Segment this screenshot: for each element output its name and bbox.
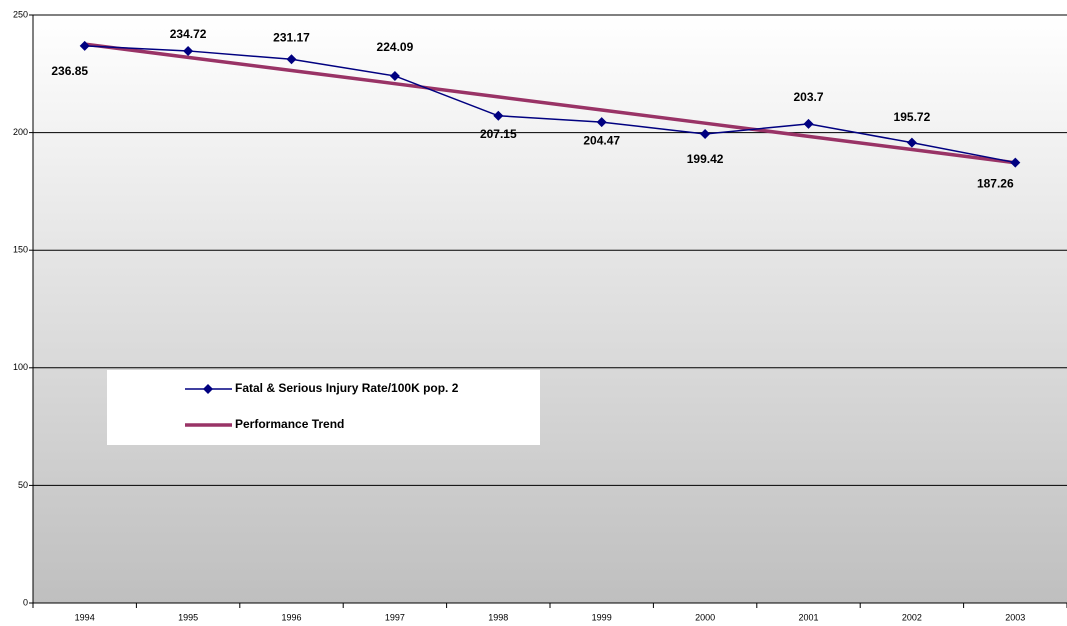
marker — [906, 137, 917, 148]
marker — [700, 128, 711, 139]
data-label: 195.72 — [894, 110, 931, 124]
y-tick-label: 100 — [13, 362, 28, 372]
data-label: 224.09 — [377, 40, 414, 54]
data-label: 204.47 — [583, 133, 620, 147]
y-tick-label: 50 — [18, 480, 28, 490]
data-label: 199.42 — [687, 152, 724, 166]
data-label: 187.26 — [977, 177, 1014, 191]
legend-marker — [203, 384, 213, 394]
legend-label: Performance Trend — [235, 417, 344, 431]
x-tick-label: 1995 — [178, 612, 198, 622]
x-tick-label: 2000 — [695, 612, 715, 622]
x-tick-label: 2001 — [798, 612, 818, 622]
trend-line — [84, 42, 1016, 165]
data-label: 236.85 — [51, 64, 88, 78]
x-tick-label: 1999 — [592, 612, 612, 622]
marker — [286, 54, 297, 65]
marker — [389, 70, 400, 81]
data-label: 207.15 — [480, 127, 517, 141]
y-tick-label: 250 — [13, 9, 28, 19]
x-tick-label: 1998 — [488, 612, 508, 622]
legend — [107, 370, 540, 445]
x-tick-label: 2003 — [1005, 612, 1025, 622]
marker — [493, 110, 504, 121]
y-tick-label: 200 — [13, 127, 28, 137]
marker — [803, 118, 814, 129]
data-label: 234.72 — [170, 27, 207, 41]
y-tick-label: 0 — [23, 597, 28, 607]
x-tick-label: 1996 — [281, 612, 301, 622]
y-tick-label: 150 — [13, 245, 28, 255]
data-label: 203.7 — [793, 90, 823, 104]
legend-label: Fatal & Serious Injury Rate/100K pop. 2 — [235, 381, 459, 395]
x-tick-label: 1994 — [75, 612, 95, 622]
data-line — [84, 45, 1016, 164]
marker — [1010, 157, 1021, 168]
data-label: 231.17 — [273, 30, 310, 44]
marker — [183, 45, 194, 56]
marker — [79, 40, 90, 51]
x-tick-label: 2002 — [902, 612, 922, 622]
x-tick-label: 1997 — [385, 612, 405, 622]
marker — [596, 117, 607, 128]
plot-area — [33, 15, 1067, 603]
